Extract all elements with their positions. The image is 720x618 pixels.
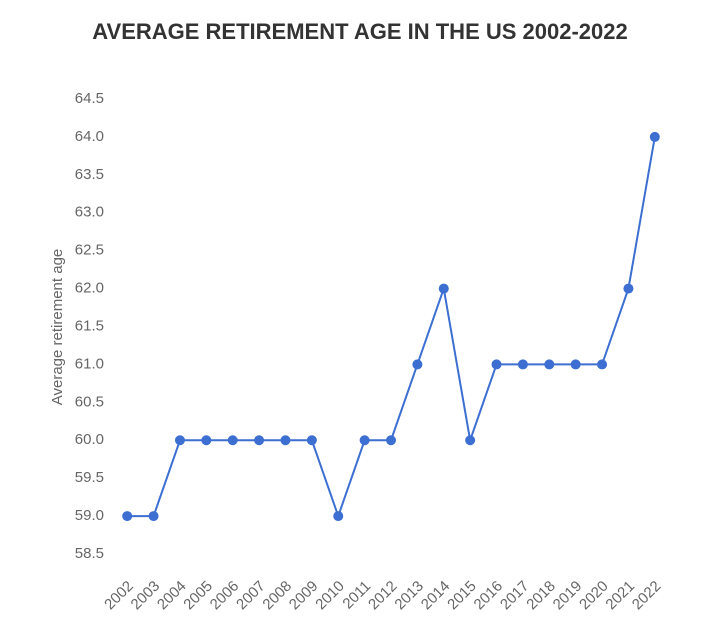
- x-tick-label: 2008: [259, 578, 295, 614]
- x-tick-label: 2003: [128, 578, 164, 614]
- x-tick-label: 2018: [523, 578, 559, 614]
- x-tick-label: 2010: [312, 578, 348, 614]
- x-tick-label: 2011: [339, 578, 374, 613]
- y-tick-label: 61.0: [75, 355, 104, 372]
- point: [517, 359, 528, 370]
- point: [412, 359, 423, 370]
- point: [148, 511, 159, 522]
- x-tick-label: 2015: [444, 578, 480, 614]
- x-tick-label: 2014: [418, 578, 454, 614]
- point: [570, 359, 581, 370]
- point: [465, 435, 476, 446]
- x-tick-label: 2021: [602, 578, 638, 614]
- x-tick-label: 2016: [471, 578, 507, 614]
- y-tick-label: 62.5: [75, 242, 104, 259]
- x-tick-label: 2020: [576, 578, 612, 614]
- x-tick-label: 2013: [391, 578, 427, 614]
- x-tick-label: 2022: [629, 578, 665, 614]
- y-tick-label: 60.0: [75, 431, 104, 448]
- point: [597, 359, 608, 370]
- y-tick-label: 58.5: [75, 545, 104, 562]
- y-tick-label: 61.5: [75, 317, 104, 334]
- y-axis-label: Average retirement age: [49, 249, 66, 405]
- x-tick-label: 2005: [180, 578, 216, 614]
- chart-title: AVERAGE RETIREMENT AGE IN THE US 2002-20…: [92, 19, 627, 44]
- point: [438, 283, 449, 294]
- point: [201, 435, 212, 446]
- y-tick-label: 59.5: [75, 469, 104, 486]
- y-tick-label: 60.5: [75, 393, 104, 410]
- point: [174, 435, 185, 446]
- x-tick-label: 2009: [286, 578, 322, 614]
- x-tick-label: 2012: [365, 578, 401, 614]
- y-tick-label: 63.5: [75, 166, 104, 183]
- point: [280, 435, 291, 446]
- y-tick-label: 59.0: [75, 507, 104, 524]
- y-tick-label: 63.0: [75, 204, 104, 221]
- y-tick-label: 62.0: [75, 280, 104, 297]
- x-tick-label: 2019: [550, 578, 586, 614]
- y-tick-label: 64.5: [75, 90, 104, 107]
- x-tick-label: 2004: [154, 578, 190, 614]
- point: [359, 435, 370, 446]
- point: [491, 359, 502, 370]
- x-tick-label: 2002: [101, 578, 137, 614]
- point: [306, 435, 317, 446]
- point: [254, 435, 265, 446]
- point: [386, 435, 396, 446]
- point: [333, 511, 344, 522]
- point: [227, 435, 238, 446]
- point: [544, 359, 555, 370]
- point: [623, 283, 634, 294]
- y-tick-label: 64.0: [75, 128, 104, 145]
- x-tick-label: 2017: [497, 578, 533, 614]
- line: [127, 136, 656, 520]
- x-tick-label: 2006: [207, 578, 243, 614]
- x-tick-label: 2007: [233, 578, 269, 614]
- point: [122, 511, 133, 522]
- point: [649, 131, 660, 142]
